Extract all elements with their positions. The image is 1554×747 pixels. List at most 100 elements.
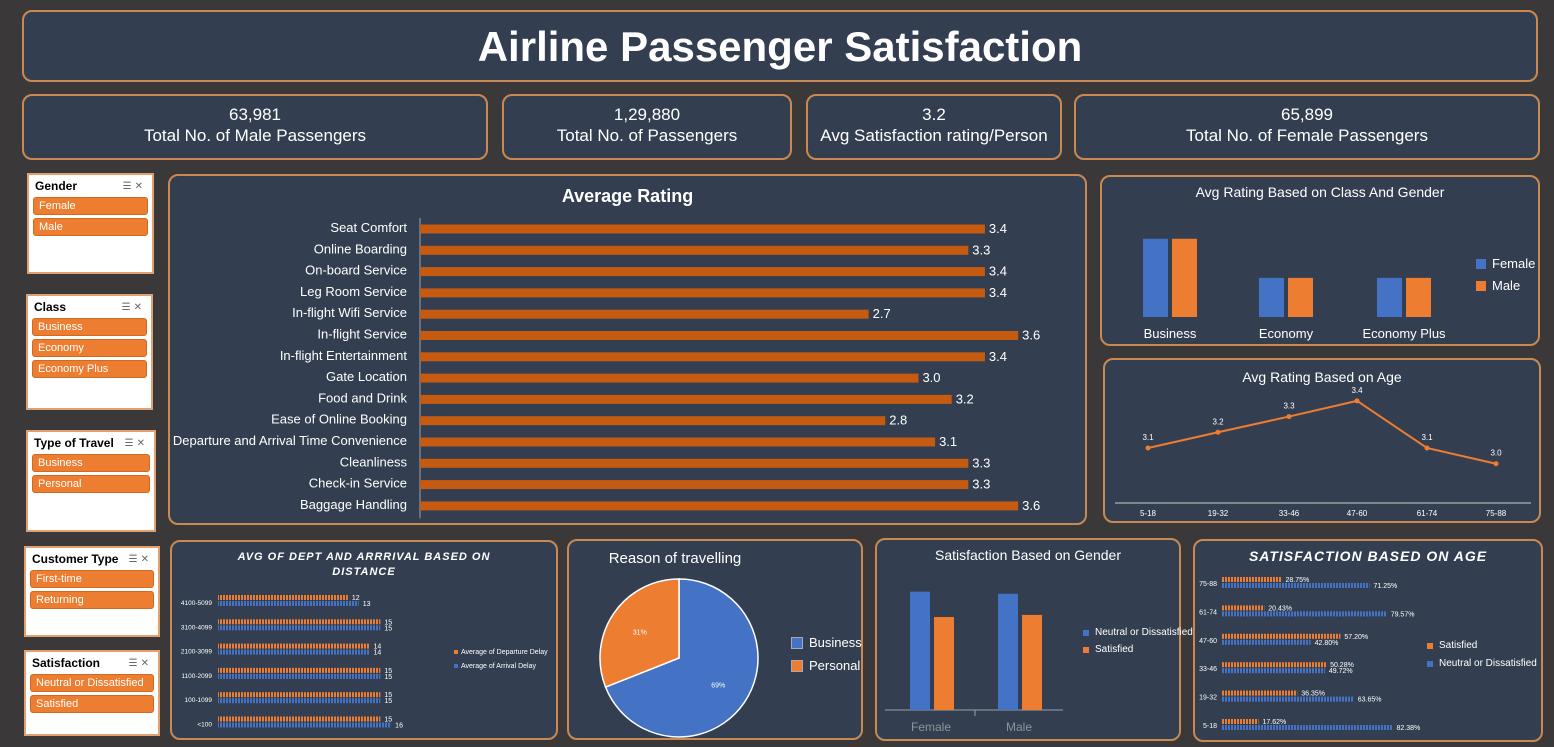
legend-swatch <box>1083 629 1089 636</box>
slicer-item-personal[interactable]: Personal <box>32 475 150 493</box>
bar <box>218 595 348 600</box>
data-label: 15 <box>384 674 392 681</box>
data-label: 15 <box>384 692 392 699</box>
legend-label: Average of Departure Delay <box>461 649 548 656</box>
category-label: 4100-5099 <box>181 600 212 607</box>
slicer-item-economy[interactable]: Economy <box>32 339 147 357</box>
chart-title: SATISFACTION BASED ON AGE <box>1248 548 1488 564</box>
tick-label: 33-46 <box>1279 509 1300 518</box>
clear-filter-icon[interactable]: ✕ <box>140 553 152 565</box>
kpi-value: 65,899 <box>1281 105 1333 124</box>
clear-filter-icon[interactable]: ✕ <box>140 657 152 669</box>
bar <box>910 591 930 710</box>
legend-label: Personal <box>809 658 861 673</box>
chart-title: Satisfaction Based on Gender <box>934 547 1121 563</box>
slicer-item-female[interactable]: Female <box>33 197 148 215</box>
legend-label: Neutral or Dissatisfied <box>1095 627 1193 638</box>
average-rating-svg: Seat Comfort 3.4 Online Boarding 3.3 On-boar… <box>173 218 1040 519</box>
bar <box>1222 583 1370 588</box>
bar <box>420 458 969 468</box>
bar <box>1222 690 1298 696</box>
clear-filter-icon[interactable]: ✕ <box>133 301 145 313</box>
slicer-item-satisfied[interactable]: Satisfied <box>30 695 154 713</box>
category-label: Business <box>1144 326 1197 341</box>
category-label: Economy <box>1259 326 1314 341</box>
multi-select-icon[interactable]: ☰ <box>122 180 135 192</box>
slicer-title: Type of Travel <box>34 436 114 450</box>
slicer-item-neutral-dissatisfied[interactable]: Neutral or Dissatisfied <box>30 674 154 692</box>
data-point <box>1145 445 1151 451</box>
bar <box>420 373 919 383</box>
bar-female <box>1143 238 1168 317</box>
bar <box>1222 639 1311 645</box>
category-label: Ease of Online Booking <box>271 412 407 427</box>
data-point <box>1493 461 1499 467</box>
category-label: 33-46 <box>1199 666 1217 673</box>
bar <box>1222 696 1354 702</box>
bar <box>218 619 381 625</box>
legend-male: Male <box>1476 278 1520 293</box>
slicer-item-returning[interactable]: Returning <box>30 591 154 609</box>
legend-swatch <box>791 659 803 672</box>
bar <box>1222 605 1265 611</box>
multi-select-icon[interactable]: ☰ <box>128 553 141 565</box>
bar <box>420 267 985 277</box>
slicer-item-economy-plus[interactable]: Economy Plus <box>32 360 147 378</box>
kpi-female-passengers: 65,899 Total No. of Female Passengers <box>1074 94 1540 160</box>
data-label: 79.57% <box>1391 611 1415 618</box>
legend-label: Satisfied <box>1439 640 1478 651</box>
data-label: 20.43% <box>1268 605 1292 612</box>
kpi-avg-satisfaction: 3.2 Avg Satisfaction rating/Person <box>806 94 1062 160</box>
data-label: 3.6 <box>1022 328 1040 343</box>
chart-title: Reason of travelling <box>608 550 742 567</box>
tick-label: 75-88 <box>1486 509 1507 518</box>
slicer-item-first-time[interactable]: First-time <box>30 570 154 588</box>
clear-filter-icon[interactable]: ✕ <box>136 437 148 449</box>
reason-travel-chart: Reason of travelling 69% 31% Business Per… <box>567 539 863 740</box>
bar-male <box>1406 277 1431 317</box>
slicer-item-male[interactable]: Male <box>33 218 148 236</box>
category-label: Male <box>1006 720 1032 734</box>
data-label: 17.62% <box>1262 719 1286 726</box>
average-rating-chart: Average Rating Seat Comfort 3.4 Online Boa… <box>168 174 1087 525</box>
clear-filter-icon[interactable]: ✕ <box>134 180 146 192</box>
legend-label: Average of Arrival Delay <box>461 663 536 670</box>
bar-male <box>1172 238 1197 317</box>
data-label: 3.4 <box>1351 386 1363 395</box>
slicer-title: Class <box>34 300 67 314</box>
satisfaction-gender-svg: Female Male <box>885 591 1063 734</box>
multi-select-icon[interactable]: ☰ <box>128 657 141 669</box>
category-label: 75-88 <box>1199 581 1217 588</box>
category-label: 100-1099 <box>185 697 213 704</box>
kpi-male-passengers: 63,981 Total No. of Male Passengers <box>22 94 488 160</box>
slicer-satisfaction: Satisfaction ☰✕ Neutral or Dissatisfied S… <box>24 650 160 736</box>
bar <box>218 722 392 728</box>
legend-business: Business <box>791 635 862 650</box>
legend-personal: Personal <box>791 658 860 673</box>
slicer-item-business[interactable]: Business <box>32 454 150 472</box>
bar <box>218 667 381 673</box>
data-label: 36.35% <box>1301 691 1325 698</box>
category-label: 5-18 <box>1203 723 1217 730</box>
data-label: 15 <box>384 698 392 705</box>
data-label: 3.3 <box>972 242 990 257</box>
multi-select-icon[interactable]: ☰ <box>121 301 134 313</box>
kpi-value: 63,981 <box>229 105 281 124</box>
bar <box>420 394 952 404</box>
bar <box>934 617 954 710</box>
class-gender-chart: Avg Rating Based on Class And Gender Bus… <box>1100 175 1540 346</box>
legend-label: Satisfied <box>1095 644 1134 655</box>
category-label: 2100-3099 <box>181 649 212 656</box>
bar <box>420 309 869 319</box>
data-label: 15 <box>384 619 392 626</box>
data-label: 3.4 <box>989 221 1007 236</box>
data-label: 3.2 <box>956 391 974 406</box>
chart-title: Avg Rating Based on Class And Gender <box>1195 184 1445 200</box>
category-label: Online Boarding <box>314 241 407 256</box>
category-label: 3100-4099 <box>181 624 212 631</box>
slicer-gender: Gender ☰✕ Female Male <box>27 173 154 274</box>
multi-select-icon[interactable]: ☰ <box>124 437 137 449</box>
slicer-item-business[interactable]: Business <box>32 318 147 336</box>
data-label: 16 <box>395 723 403 730</box>
data-label: 42.80% <box>1315 640 1339 647</box>
